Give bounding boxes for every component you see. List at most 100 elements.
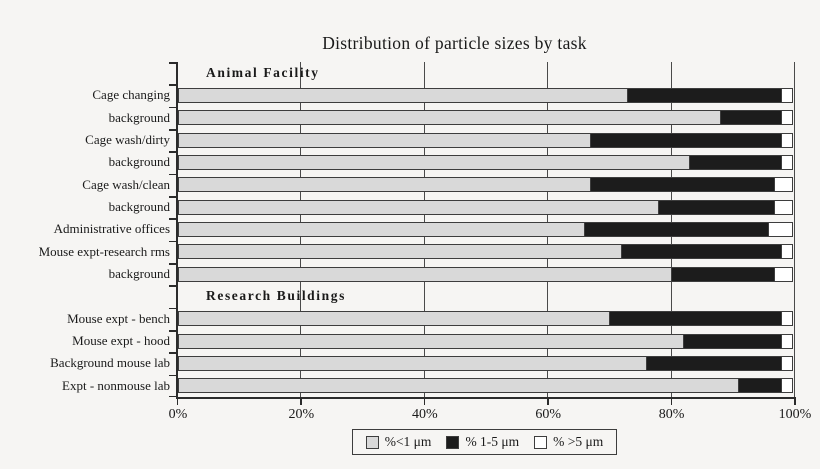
x-axis-tick-label: 0% — [168, 407, 188, 422]
category-label: Mouse expt - hood — [72, 333, 170, 348]
bar-segment-pct_gt_5um — [774, 199, 793, 215]
y-axis-tick — [169, 173, 178, 176]
stacked-bar — [178, 266, 795, 282]
category-label: Cage wash/dirty — [85, 132, 170, 147]
category-label: background — [108, 154, 170, 170]
stacked-bar — [178, 155, 795, 170]
x-axis-tick — [300, 397, 302, 405]
bar-segment-pct_gt_5um — [780, 356, 793, 371]
legend-item-gt5um: % >5 μm — [534, 434, 603, 450]
x-axis-tick — [794, 397, 796, 405]
stacked-bar — [178, 132, 795, 148]
stacked-bar — [178, 88, 795, 103]
bar-segment-pct_lt_1um — [178, 244, 623, 260]
y-axis-tick — [169, 352, 178, 354]
bar-segment-pct_gt_5um — [774, 266, 793, 282]
plot-area: 0% 20% 40% 60% 80% 100% Animal Facility Researc… — [169, 62, 811, 422]
bar-segment-pct_1_5um — [719, 110, 782, 126]
bar-segment-pct_gt_5um — [780, 311, 793, 327]
bar-segment-pct_1_5um — [658, 199, 776, 215]
bar-segment-pct_gt_5um — [780, 244, 793, 260]
y-axis-tick — [169, 196, 178, 198]
bar-segment-pct_1_5um — [584, 222, 770, 237]
bar-segment-pct_gt_5um — [780, 155, 793, 170]
bar-segment-pct_1_5um — [738, 378, 782, 394]
bar-segment-pct_1_5um — [689, 155, 782, 170]
bar-segment-pct_1_5um — [590, 132, 782, 148]
category-label: Cage changing — [92, 87, 170, 103]
y-axis-tick — [169, 374, 178, 377]
bar-segment-pct_gt_5um — [780, 88, 793, 103]
y-axis-tick — [169, 129, 178, 131]
chart-title: Distribution of particle sizes by task — [322, 33, 587, 53]
legend: %<1 μm % 1-5 μm % >5 μm — [176, 429, 793, 455]
bar-segment-pct_1_5um — [608, 311, 782, 327]
x-axis-tick-label: 100% — [778, 407, 812, 422]
bar-segment-pct_lt_1um — [178, 177, 592, 193]
bar-segment-pct_lt_1um — [178, 155, 691, 170]
bar-segment-pct_lt_1um — [178, 356, 647, 371]
bar-segment-pct_lt_1um — [178, 378, 740, 394]
y-axis-tick — [169, 84, 178, 86]
stacked-bar — [178, 311, 795, 327]
bar-segment-pct_lt_1um — [178, 110, 721, 126]
stacked-bar — [178, 110, 795, 126]
bar-segment-pct_gt_5um — [780, 378, 793, 394]
white-swatch-icon — [534, 435, 548, 449]
bar-segment-pct_lt_1um — [178, 199, 660, 215]
stacked-bar — [178, 222, 795, 237]
x-axis-tick — [176, 397, 178, 405]
bar-segment-pct_lt_1um — [178, 266, 672, 282]
bar-segment-pct_gt_5um — [780, 333, 793, 349]
bar-segment-pct_1_5um — [621, 244, 782, 260]
category-label: Background mouse lab — [50, 355, 170, 371]
y-axis-tick — [169, 106, 178, 109]
gridline — [794, 62, 795, 397]
section-label: Animal Facility — [206, 65, 320, 80]
y-axis-tick — [169, 330, 178, 332]
bar-segment-pct_1_5um — [670, 266, 776, 282]
section-label: Research Buildings — [206, 288, 346, 304]
bar-segment-pct_gt_5um — [780, 132, 793, 148]
stacked-bar — [178, 356, 795, 371]
bar-segment-pct_lt_1um — [178, 333, 684, 349]
stacked-bar — [178, 333, 795, 349]
legend-label: % 1-5 μm — [465, 434, 520, 449]
y-axis-tick — [169, 395, 178, 397]
x-axis-tick-label: 80% — [658, 407, 685, 422]
legend-label: % >5 μm — [553, 434, 604, 449]
x-axis-tick — [547, 397, 549, 405]
category-label: background — [108, 266, 170, 281]
stacked-bar — [178, 244, 795, 260]
legend-item-lt1um: %<1 μm — [365, 434, 432, 450]
y-axis-tick — [169, 218, 178, 220]
stacked-bar — [178, 177, 795, 193]
bar-segment-pct_lt_1um — [178, 311, 610, 327]
y-axis-tick — [169, 240, 178, 243]
stacked-bar — [178, 378, 795, 394]
category-label: Administrative offices — [53, 221, 170, 237]
x-axis-tick-label: 20% — [288, 407, 315, 422]
category-label: Cage wash/clean — [82, 176, 170, 192]
bar-segment-pct_gt_5um — [768, 222, 793, 237]
category-label: background — [108, 109, 170, 125]
bar-segment-pct_1_5um — [590, 177, 776, 193]
category-label: Expt - nonmouse lab — [62, 377, 170, 393]
bar-segment-pct_gt_5um — [774, 177, 793, 193]
stacked-bar — [178, 199, 795, 215]
category-label: Mouse expt - bench — [67, 310, 170, 326]
legend-box: %<1 μm % 1-5 μm % >5 μm — [351, 429, 618, 455]
x-axis-tick-label: 60% — [535, 407, 562, 422]
category-label: Mouse expt-research rms — [38, 243, 170, 259]
bar-segment-pct_1_5um — [627, 88, 782, 103]
y-axis-tick — [169, 151, 178, 153]
category-labels-layer: Cage changing background Cage wash/dirty ba… — [0, 62, 170, 397]
bar-segment-pct_1_5um — [645, 356, 782, 371]
x-axis-tick-label: 40% — [411, 407, 438, 422]
y-axis-tick — [169, 307, 178, 310]
legend-label: %<1 μm — [384, 434, 432, 449]
black-swatch-icon — [446, 435, 460, 449]
bar-segment-pct_lt_1um — [178, 222, 586, 237]
bar-segment-pct_lt_1um — [178, 132, 592, 148]
